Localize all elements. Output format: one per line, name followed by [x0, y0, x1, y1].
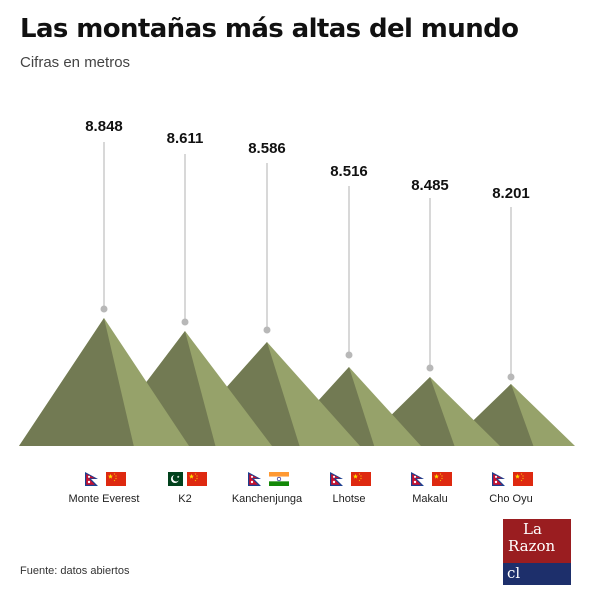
flag-icon-3-0: [330, 472, 343, 486]
mountain-name-1: K2: [178, 493, 191, 505]
flag-icon-1-0: [163, 472, 183, 486]
flag-icon-4-1: [432, 472, 452, 486]
flag-icon-5-1: [513, 472, 533, 486]
flag-icon-0-1: [106, 472, 126, 486]
mountain-0: [19, 318, 189, 446]
peak-dot-4: [426, 364, 434, 372]
value-labels-layer: 8.848 8.611 8.586 8.516 8.485 8.201: [85, 118, 530, 202]
mountain-name-2: Kanchenjunga: [232, 493, 303, 505]
la-razon-logo: La Razon cl: [503, 519, 571, 585]
value-label-3: 8.516: [330, 163, 368, 180]
value-label-4: 8.485: [411, 177, 449, 194]
peak-dot-3: [345, 351, 353, 359]
stems-layer: [100, 142, 515, 381]
source-note: Fuente: datos abiertos: [20, 565, 130, 577]
flag-icon-2-1: [269, 472, 289, 486]
flag-icon-5-0: [492, 472, 505, 486]
mountains-layer: [19, 318, 575, 446]
value-label-0: 8.848: [85, 118, 123, 135]
chart-subtitle: Cifras en metros: [20, 54, 131, 71]
value-label-5: 8.201: [492, 185, 530, 202]
peak-dot-0: [100, 305, 108, 313]
names-layer: Monte Everest K2 Kanchenjunga Lhotse Makalu C…: [69, 493, 533, 505]
logo-la: La: [523, 520, 542, 538]
mountain-name-3: Lhotse: [332, 493, 365, 505]
logo-cl: cl: [507, 564, 521, 582]
flags-layer: [85, 472, 533, 486]
mountain-name-4: Makalu: [412, 493, 447, 505]
peak-dot-1: [181, 318, 189, 326]
value-label-1: 8.611: [167, 130, 204, 147]
logo-razon: Razon: [508, 537, 556, 555]
flag-icon-2-0: [248, 472, 261, 486]
chart-title: Las montañas más altas del mundo: [20, 14, 519, 44]
peak-dot-5: [507, 373, 515, 381]
mountain-name-5: Cho Oyu: [489, 493, 532, 505]
mountain-name-0: Monte Everest: [69, 493, 140, 505]
flag-icon-4-0: [411, 472, 424, 486]
value-label-2: 8.586: [248, 140, 286, 157]
flag-icon-0-0: [85, 472, 98, 486]
peak-dot-2: [263, 326, 271, 334]
flag-icon-3-1: [351, 472, 371, 486]
flag-icon-1-1: [187, 472, 207, 486]
mountain-shadow-face: [19, 318, 134, 446]
